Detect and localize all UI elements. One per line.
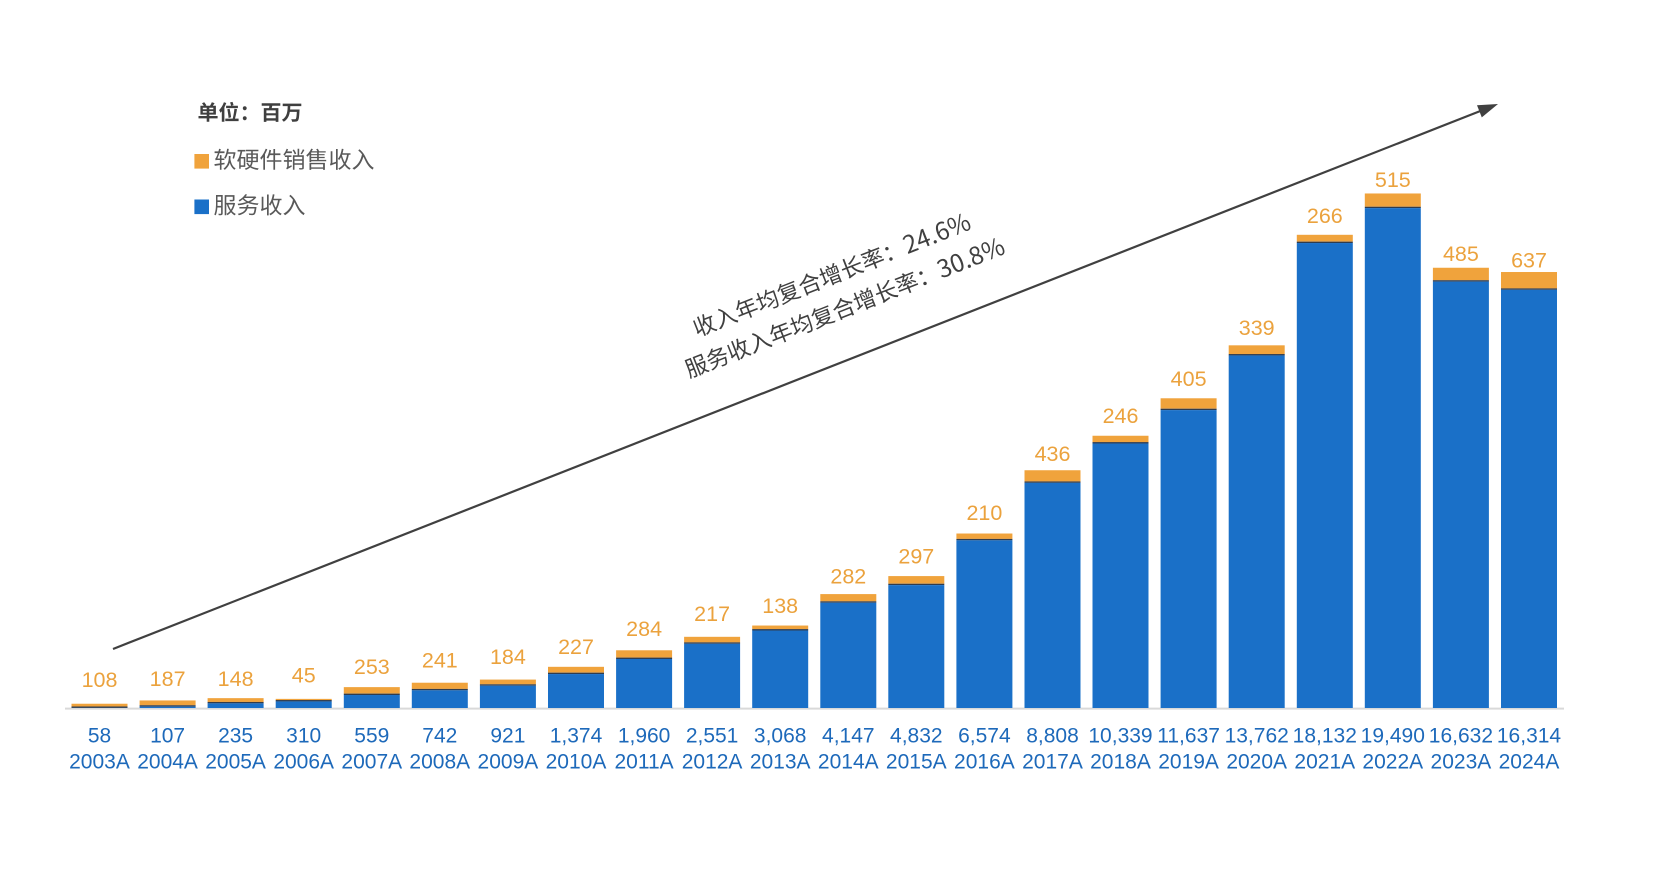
svg-text:921: 921 [490,725,525,748]
svg-text:485: 485 [1443,242,1479,266]
svg-text:10,339: 10,339 [1088,725,1152,748]
svg-text:58: 58 [88,725,111,748]
svg-text:310: 310 [286,725,321,748]
svg-text:559: 559 [354,725,389,748]
svg-text:284: 284 [626,617,662,641]
svg-text:217: 217 [694,602,730,626]
svg-text:4,147: 4,147 [822,725,875,748]
svg-text:2005A: 2005A [205,751,266,774]
svg-text:282: 282 [830,564,866,588]
svg-text:742: 742 [422,725,457,748]
svg-text:210: 210 [966,501,1002,525]
svg-text:187: 187 [150,667,186,691]
svg-text:2019A: 2019A [1158,751,1219,774]
svg-text:16,314: 16,314 [1497,725,1562,748]
svg-text:241: 241 [422,649,458,673]
svg-text:2007A: 2007A [341,751,402,774]
svg-text:2003A: 2003A [69,751,130,774]
svg-text:16,632: 16,632 [1429,725,1493,748]
svg-text:253: 253 [354,655,390,679]
svg-text:246: 246 [1103,404,1139,428]
svg-text:2016A: 2016A [954,751,1015,774]
svg-text:637: 637 [1511,249,1547,273]
svg-text:2006A: 2006A [273,751,334,774]
svg-text:6,574: 6,574 [958,725,1011,748]
svg-text:1,960: 1,960 [618,725,671,748]
svg-text:2008A: 2008A [409,751,470,774]
svg-text:18,132: 18,132 [1293,725,1357,748]
svg-text:2014A: 2014A [818,751,879,774]
svg-text:19,490: 19,490 [1361,725,1425,748]
svg-text:297: 297 [898,545,934,569]
svg-text:2022A: 2022A [1362,751,1423,774]
svg-text:2017A: 2017A [1022,751,1083,774]
svg-text:2024A: 2024A [1499,751,1560,774]
svg-text:2009A: 2009A [478,751,539,774]
svg-text:2020A: 2020A [1226,751,1287,774]
svg-text:4,832: 4,832 [890,725,943,748]
svg-text:11,637: 11,637 [1157,725,1220,748]
svg-text:45: 45 [292,664,316,688]
svg-text:8,808: 8,808 [1026,725,1079,748]
svg-text:13,762: 13,762 [1225,725,1289,748]
svg-text:138: 138 [762,594,798,618]
svg-text:436: 436 [1035,442,1071,466]
svg-text:2021A: 2021A [1294,751,1355,774]
svg-text:2011A: 2011A [615,751,674,774]
svg-text:405: 405 [1171,367,1207,391]
svg-text:2013A: 2013A [750,751,811,774]
svg-text:108: 108 [82,668,118,692]
svg-text:227: 227 [558,635,594,659]
svg-text:515: 515 [1375,168,1411,192]
svg-text:266: 266 [1307,204,1343,228]
svg-text:2018A: 2018A [1090,751,1151,774]
svg-text:339: 339 [1239,316,1275,340]
svg-text:107: 107 [150,725,185,748]
svg-text:148: 148 [218,667,254,691]
svg-text:235: 235 [218,725,253,748]
svg-text:2023A: 2023A [1431,751,1492,774]
svg-text:2004A: 2004A [137,751,198,774]
svg-text:1,374: 1,374 [550,725,603,748]
svg-text:184: 184 [490,645,526,669]
svg-text:2,551: 2,551 [686,725,739,748]
svg-text:3,068: 3,068 [754,725,807,748]
svg-text:2015A: 2015A [886,751,947,774]
svg-text:2012A: 2012A [682,751,743,774]
svg-text:2010A: 2010A [546,751,607,774]
